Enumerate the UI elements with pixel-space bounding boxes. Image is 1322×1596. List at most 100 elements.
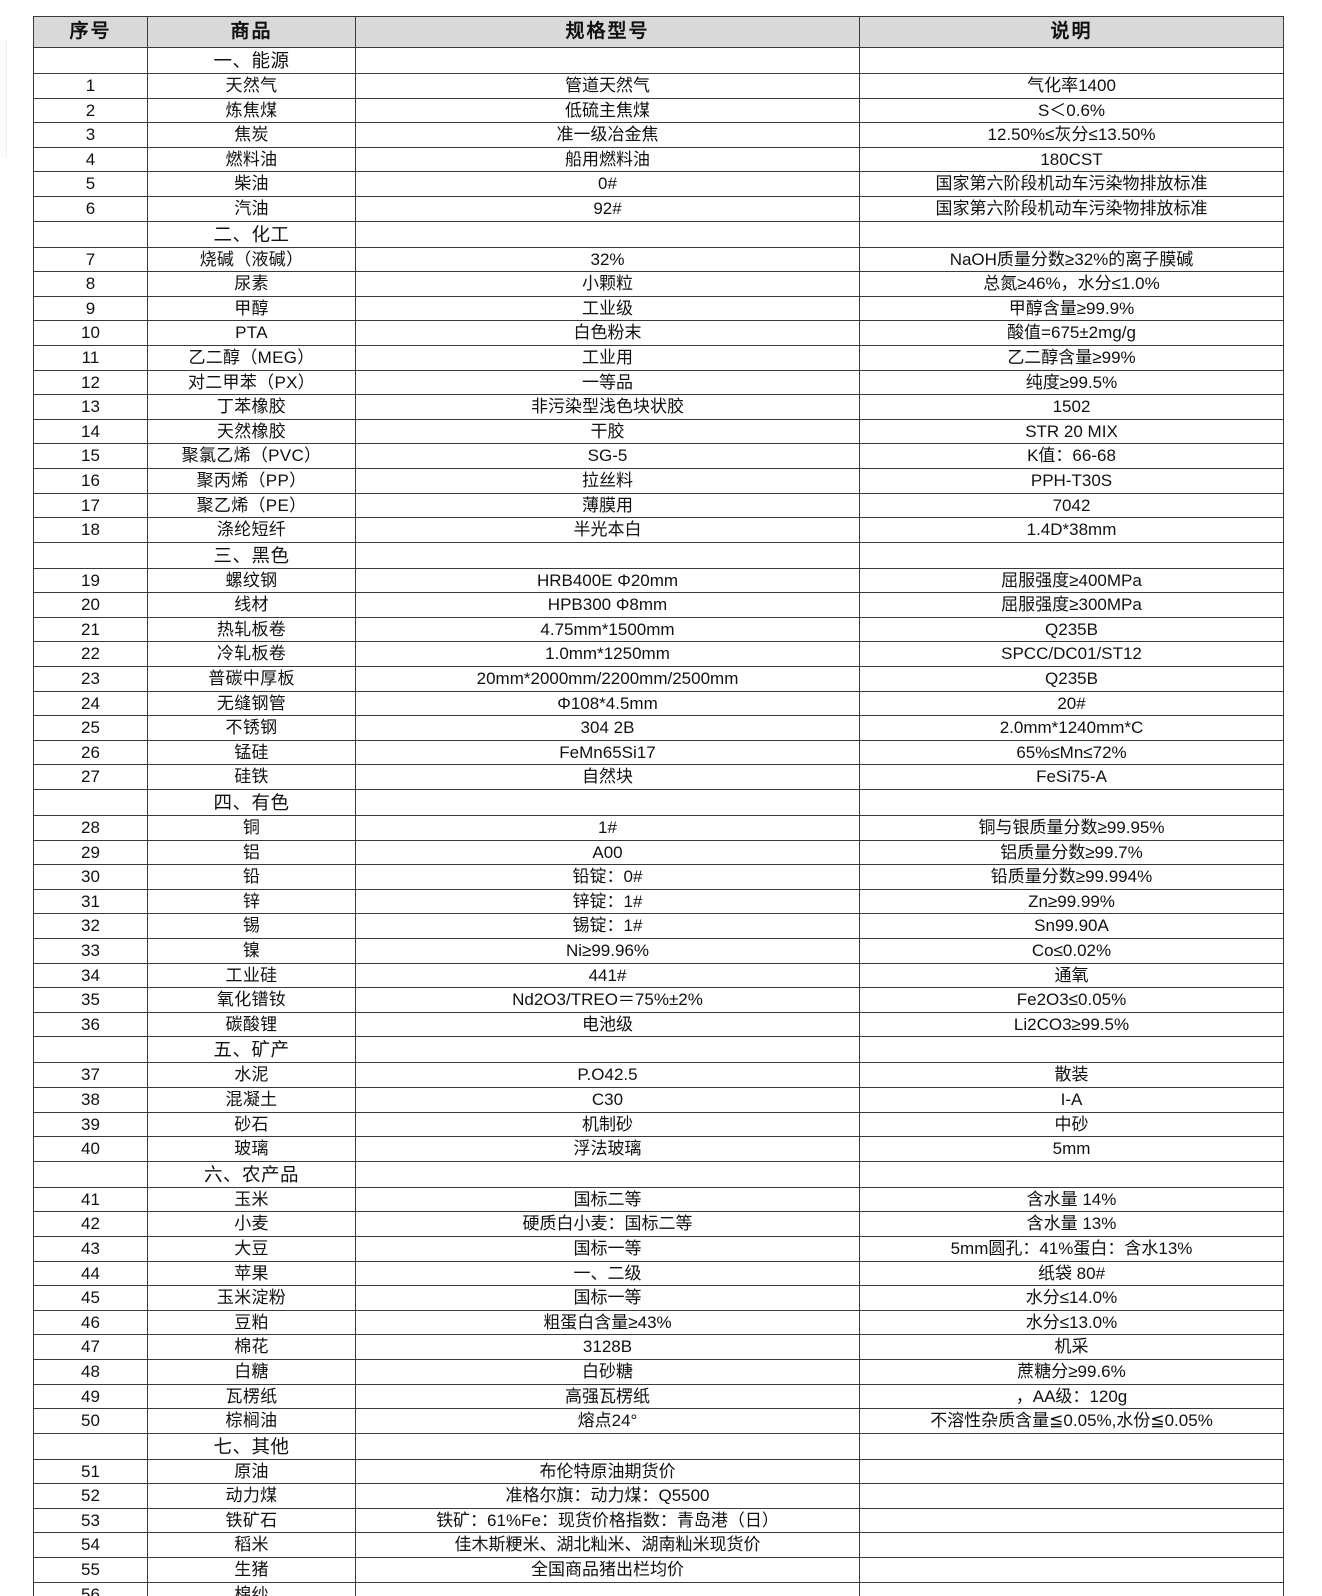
table-row: 9 甲醇 工业级 甲醇含量≥99.9% <box>33 295 1284 322</box>
cell-spec: 国标一等 <box>355 1285 860 1311</box>
cell-seq: 54 <box>33 1532 148 1559</box>
cell-desc: Co≤0.02% <box>859 938 1284 964</box>
cell-seq: 3 <box>33 122 148 148</box>
section-spec-cell <box>355 47 860 74</box>
cell-spec: Ni≥99.96% <box>355 938 860 964</box>
section-header-row: 三、黑色 <box>33 541 1284 569</box>
cell-name: 工业硅 <box>147 962 356 989</box>
cell-seq: 20 <box>33 592 148 618</box>
cell-spec: Φ108*4.5mm <box>355 690 860 717</box>
table-row: 2 炼焦煤 低硫主焦煤 S＜0.6% <box>33 97 1284 124</box>
cell-name: 动力煤 <box>147 1483 356 1509</box>
cell-desc <box>859 1458 1284 1485</box>
cell-desc: 国家第六阶段机动车污染物排放标准 <box>859 195 1284 222</box>
cell-seq: 35 <box>33 987 148 1013</box>
cell-name: 棉花 <box>147 1334 356 1360</box>
cell-seq: 38 <box>33 1086 148 1113</box>
table-body: 一、能源 1 天然气 管道天然气 气化率1400 2 炼焦煤 低硫主焦煤 S＜0.6% 3 焦炭 准一… <box>33 47 1284 1596</box>
section-seq-cell <box>33 1036 148 1064</box>
section-header-row: 一、能源 <box>33 47 1284 74</box>
table-row: 36 碳酸锂 电池级 Li2CO3≥99.5% <box>33 1011 1284 1038</box>
cell-spec: 4.75mm*1500mm <box>355 616 860 643</box>
cell-desc: ，AA级：120g <box>859 1383 1284 1410</box>
table-row: 48 白糖 白砂糖 蔗糖分≥99.6% <box>33 1358 1284 1385</box>
cell-seq: 50 <box>33 1408 148 1434</box>
table-row: 46 豆粕 粗蛋白含量≥43% 水分≤13.0% <box>33 1309 1284 1336</box>
cell-name: 棕榈油 <box>147 1408 356 1434</box>
cell-spec: 白砂糖 <box>355 1358 860 1385</box>
cell-spec: 铅锭：0# <box>355 864 860 890</box>
cell-name: 氧化镨钕 <box>147 987 356 1013</box>
table-row: 35 氧化镨钕 Nd2O3/TREO＝75%±2% Fe2O3≤0.05% <box>33 987 1284 1013</box>
column-header-spec[interactable]: 规格型号 <box>355 16 860 48</box>
cell-name: 玉米 <box>147 1186 356 1213</box>
cell-seq: 17 <box>33 492 148 519</box>
cell-name: 玻璃 <box>147 1136 356 1162</box>
cell-seq: 10 <box>33 320 148 346</box>
cell-desc: 2.0mm*1240mm*C <box>859 715 1284 741</box>
cell-spec: 铁矿：61%Fe：现货价格指数：青岛港（日） <box>355 1507 860 1534</box>
table-row: 54 稻米 佳木斯粳米、湖北籼米、湖南籼米现货价 <box>33 1532 1284 1559</box>
section-header-row: 七、其他 <box>33 1432 1284 1460</box>
column-header-name[interactable]: 商品 <box>147 16 356 48</box>
table-row: 43 大豆 国标一等 5mm圆孔：41%蛋白：含水13% <box>33 1235 1284 1262</box>
cell-desc: 12.50%≤灰分≤13.50% <box>859 122 1284 148</box>
cell-seq: 2 <box>33 97 148 124</box>
cell-spec: 高强瓦楞纸 <box>355 1383 860 1410</box>
section-header-row: 五、矿产 <box>33 1036 1284 1064</box>
cell-spec: 一等品 <box>355 369 860 396</box>
cell-name: 铝 <box>147 839 356 866</box>
cell-name: 瓦楞纸 <box>147 1383 356 1410</box>
cell-seq: 9 <box>33 295 148 322</box>
cell-seq: 15 <box>33 443 148 469</box>
cell-desc <box>859 1581 1284 1596</box>
cell-spec: 92# <box>355 195 860 222</box>
cell-name: 锌 <box>147 888 356 915</box>
table-row: 8 尿素 小颗粒 总氮≥46%，水分≤1.0% <box>33 271 1284 297</box>
cell-seq: 43 <box>33 1235 148 1262</box>
section-seq-cell <box>33 541 148 569</box>
section-spec-cell <box>355 1036 860 1064</box>
cell-name: 燃料油 <box>147 146 356 173</box>
cell-name: PTA <box>147 320 356 346</box>
cell-desc: S＜0.6% <box>859 97 1284 124</box>
cell-seq: 46 <box>33 1309 148 1336</box>
column-header-desc[interactable]: 说明 <box>859 16 1284 48</box>
cell-seq: 32 <box>33 913 148 939</box>
cell-desc <box>859 1483 1284 1509</box>
cell-seq: 42 <box>33 1211 148 1237</box>
cell-name: 冷轧板卷 <box>147 641 356 668</box>
table-row: 24 无缝钢管 Φ108*4.5mm 20# <box>33 690 1284 717</box>
header-row: 序号 商品 规格型号 说明 <box>33 16 1284 48</box>
section-desc-cell <box>859 541 1284 569</box>
table-row: 49 瓦楞纸 高强瓦楞纸 ，AA级：120g <box>33 1383 1284 1410</box>
cell-seq: 26 <box>33 739 148 766</box>
cell-spec: 工业用 <box>355 344 860 371</box>
column-header-seq[interactable]: 序号 <box>33 16 148 48</box>
cell-spec: FeMn65Si17 <box>355 739 860 766</box>
table-row: 15 聚氯乙烯（PVC） SG-5 K值：66-68 <box>33 443 1284 469</box>
cell-name: 热轧板卷 <box>147 616 356 643</box>
cell-desc: PPH-T30S <box>859 467 1284 494</box>
cell-seq: 51 <box>33 1458 148 1485</box>
cell-name: 炼焦煤 <box>147 97 356 124</box>
section-header-row: 四、有色 <box>33 789 1284 817</box>
cell-seq: 11 <box>33 344 148 371</box>
cell-name: 大豆 <box>147 1235 356 1262</box>
section-desc-cell <box>859 220 1284 248</box>
cell-desc: NaOH质量分数≥32%的离子膜碱 <box>859 246 1284 273</box>
table-row: 50 棕榈油 熔点24° 不溶性杂质含量≦0.05%,水份≦0.05% <box>33 1408 1284 1434</box>
cell-seq: 13 <box>33 394 148 420</box>
cell-seq: 56 <box>33 1581 148 1596</box>
table-row: 31 锌锌锭：1# Zn≥99.99% <box>33 888 1284 915</box>
cell-name: 棉纱 <box>147 1581 356 1596</box>
cell-spec: HPB300 Φ8mm <box>355 592 860 618</box>
table-row: 21 热轧板卷 4.75mm*1500mm Q235B <box>33 616 1284 643</box>
cell-seq: 48 <box>33 1358 148 1385</box>
table-row: 4 燃料油 船用燃料油 180CST <box>33 146 1284 173</box>
cell-desc: 180CST <box>859 146 1284 173</box>
section-seq-cell <box>33 47 148 74</box>
cell-spec: 佳木斯粳米、湖北籼米、湖南籼米现货价 <box>355 1532 860 1559</box>
cell-spec <box>355 1581 860 1596</box>
cell-spec: 1.0mm*1250mm <box>355 641 860 668</box>
